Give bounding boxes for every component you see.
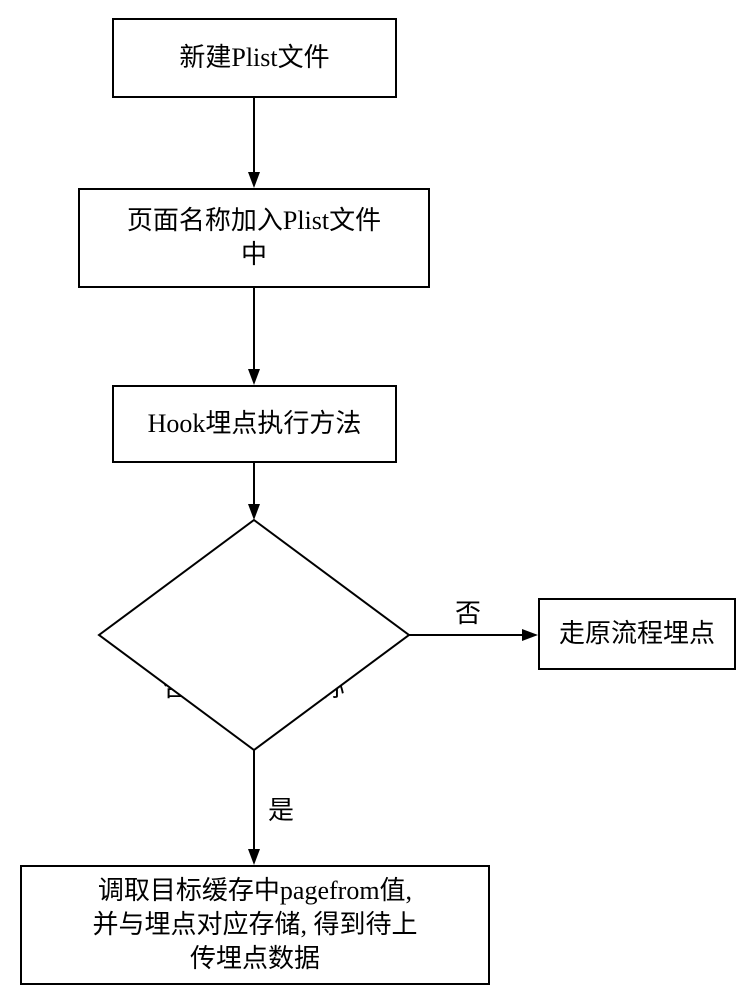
step-create-plist-label: 新建Plist文件 (179, 41, 329, 75)
step-hook-method: Hook埋点执行方法 (112, 385, 397, 463)
decision-plist-contains-text: Plist文件中是 否包含页面名称 (163, 636, 345, 702)
edge-label-no: 否 (455, 593, 481, 630)
step-original-process: 走原流程埋点 (538, 598, 736, 670)
step-create-plist: 新建Plist文件 (112, 18, 397, 98)
step-fetch-pagefrom: 调取目标缓存中pagefrom值, 并与埋点对应存储, 得到待上 传埋点数据 (20, 865, 490, 985)
step-fetch-pagefrom-label: 调取目标缓存中pagefrom值, 并与埋点对应存储, 得到待上 传埋点数据 (92, 874, 417, 975)
edge-label-yes-text: 是 (268, 796, 294, 825)
decision-plist-contains-label: Plist文件中是 否包含页面名称 (130, 600, 378, 704)
edge-label-yes: 是 (268, 790, 294, 827)
step-add-pagename-label: 页面名称加入Plist文件 中 (127, 204, 381, 272)
step-original-process-label: 走原流程埋点 (559, 617, 715, 651)
step-add-pagename: 页面名称加入Plist文件 中 (78, 188, 430, 288)
flowchart-svg (0, 0, 754, 1000)
edge-label-no-text: 否 (455, 599, 481, 628)
step-hook-method-label: Hook埋点执行方法 (148, 407, 362, 441)
